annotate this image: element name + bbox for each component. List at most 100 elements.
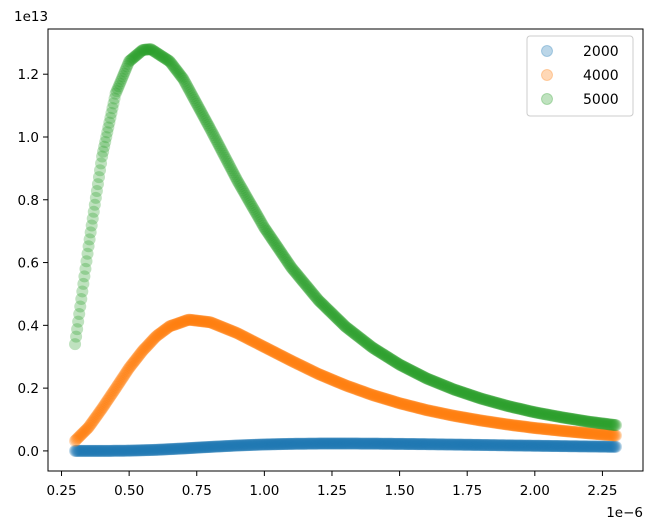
data-point <box>194 441 207 454</box>
data-point <box>371 344 384 357</box>
data-point <box>570 426 583 439</box>
data-point <box>183 442 196 455</box>
data-point <box>117 369 130 382</box>
data-point <box>419 403 432 416</box>
data-point <box>105 388 118 401</box>
data-point <box>113 376 126 389</box>
data-point <box>600 428 613 441</box>
data-point <box>442 408 455 421</box>
data-point <box>77 426 90 439</box>
data-point <box>164 56 177 69</box>
data-point <box>499 418 512 431</box>
data-point <box>241 191 254 204</box>
data-point <box>385 353 398 366</box>
data-point <box>88 444 101 457</box>
data-point <box>332 376 345 389</box>
data-point <box>246 200 259 213</box>
data-point <box>183 313 196 326</box>
data-point <box>384 437 397 450</box>
data-point <box>167 442 180 455</box>
data-point <box>583 427 596 440</box>
data-point <box>319 371 332 384</box>
data-point <box>579 427 592 440</box>
data-point <box>461 387 474 400</box>
data-point <box>476 438 489 451</box>
data-point <box>446 438 459 451</box>
data-point <box>504 418 517 431</box>
data-point <box>466 389 479 402</box>
data-point <box>572 426 585 439</box>
data-point <box>260 342 273 355</box>
data-point <box>146 44 159 57</box>
data-point <box>490 397 503 409</box>
data-point <box>437 379 450 392</box>
data-point <box>345 325 358 338</box>
data-point <box>463 388 476 401</box>
data-point <box>555 440 568 453</box>
data-point <box>439 407 452 420</box>
data-point <box>126 52 139 65</box>
data-point <box>280 253 293 266</box>
data-point <box>492 417 505 430</box>
data-point <box>355 333 368 346</box>
data-point <box>453 410 466 423</box>
data-point <box>294 437 307 450</box>
data-point <box>591 428 604 441</box>
data-point <box>524 421 537 434</box>
data-point <box>204 440 217 453</box>
data-point <box>222 439 235 452</box>
data-point <box>562 412 575 425</box>
data-point <box>177 442 190 455</box>
data-point <box>172 317 185 330</box>
data-point <box>420 372 433 385</box>
data-point <box>312 437 325 450</box>
data-point <box>494 397 507 410</box>
data-point <box>134 45 147 58</box>
data-point <box>445 409 458 422</box>
data-point <box>457 438 470 451</box>
data-point <box>474 438 487 451</box>
data-point <box>483 394 496 407</box>
series-5000 <box>69 43 622 432</box>
data-point <box>317 299 330 312</box>
data-point <box>456 411 468 424</box>
data-point <box>595 417 608 430</box>
data-point <box>187 441 200 454</box>
data-point <box>264 230 277 243</box>
data-point <box>419 371 432 384</box>
data-point <box>393 358 406 371</box>
data-point <box>336 317 349 330</box>
data-point <box>535 439 548 452</box>
data-point <box>115 444 128 457</box>
data-point <box>560 412 573 424</box>
data-point <box>461 438 474 451</box>
data-point <box>513 420 526 432</box>
data-point <box>312 294 325 307</box>
data-point <box>418 438 431 451</box>
data-point <box>497 417 510 430</box>
data-point <box>556 440 569 453</box>
data-point <box>605 429 618 442</box>
x-tick-label: 2.25 <box>587 483 617 499</box>
data-point <box>218 321 231 334</box>
data-point <box>498 418 511 431</box>
data-point <box>212 139 225 152</box>
data-point <box>321 371 334 384</box>
data-point <box>464 388 477 401</box>
data-point <box>112 377 125 390</box>
data-point <box>82 240 95 253</box>
data-point <box>162 443 175 456</box>
data-point <box>260 438 273 451</box>
data-point <box>246 438 259 451</box>
data-point <box>524 405 537 418</box>
data-point <box>178 442 191 455</box>
data-point <box>397 398 410 411</box>
data-point <box>238 331 251 344</box>
data-point <box>129 444 142 457</box>
data-point <box>302 363 315 376</box>
data-point <box>79 424 92 437</box>
data-point <box>224 439 237 452</box>
legend-marker <box>541 69 553 81</box>
data-point <box>583 415 596 428</box>
